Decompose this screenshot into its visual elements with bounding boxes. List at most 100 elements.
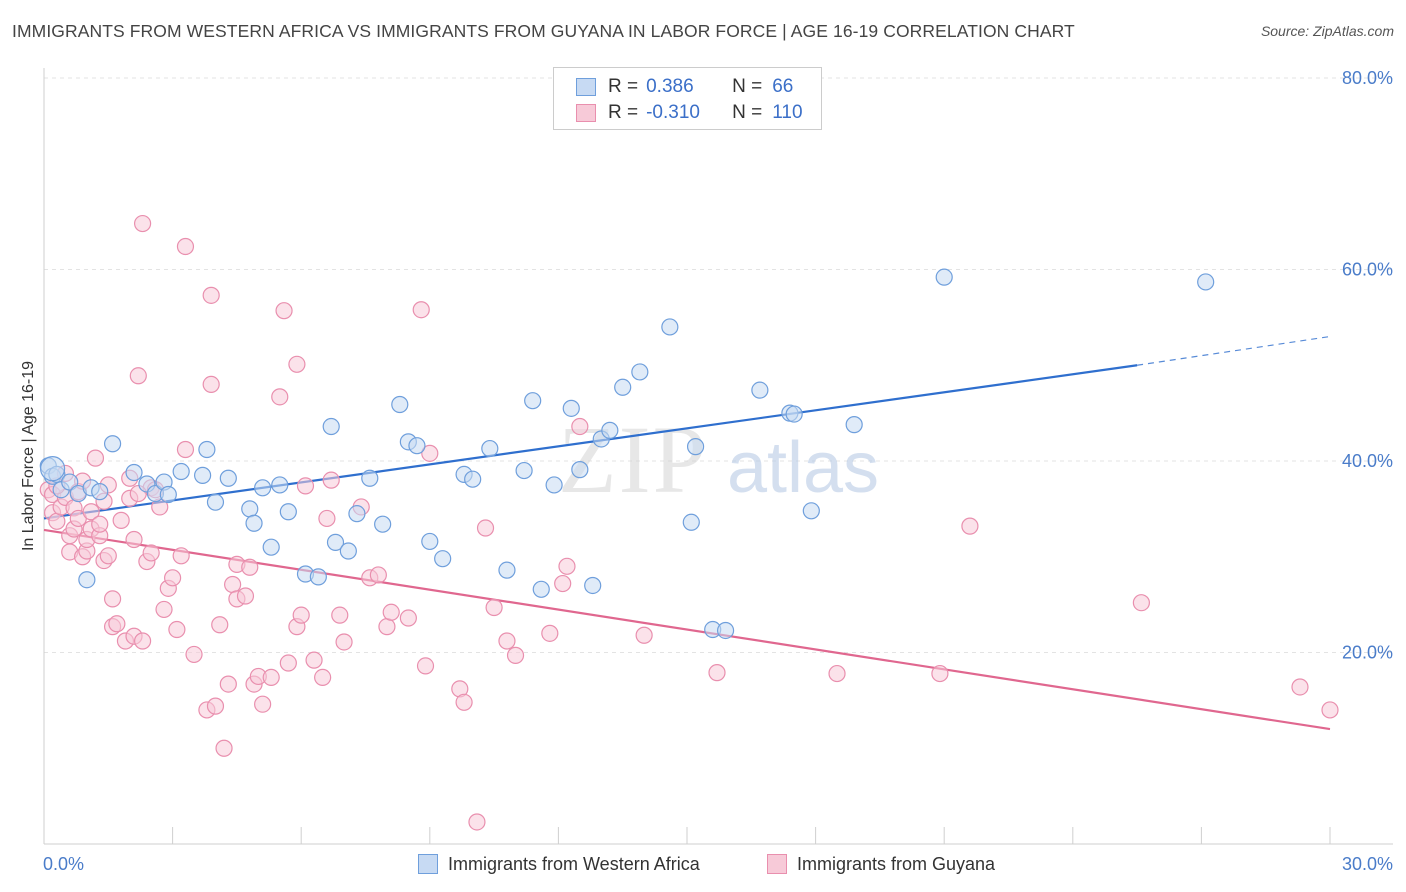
western-africa-point bbox=[125, 463, 143, 482]
guyana-point bbox=[241, 558, 259, 576]
chart-title: IMMIGRANTS FROM WESTERN AFRICA VS IMMIGR… bbox=[12, 21, 1075, 41]
western-africa-point bbox=[198, 440, 216, 459]
guyana-point bbox=[125, 530, 143, 549]
legend-n-value: 110 bbox=[772, 102, 803, 123]
western-africa-trend-line bbox=[43, 364, 1138, 520]
western-africa-point bbox=[262, 538, 280, 556]
y-axis-title: In Labor Force | Age 16-19 bbox=[20, 361, 37, 551]
western-africa-point bbox=[524, 392, 542, 410]
western-africa-point bbox=[374, 515, 392, 533]
legend-row-western-africa: R = 0.386 N = 66 bbox=[576, 74, 793, 100]
guyana-point bbox=[468, 813, 486, 831]
western-africa-point bbox=[172, 462, 190, 481]
western-africa-point bbox=[614, 378, 632, 396]
western-africa-point bbox=[802, 502, 820, 520]
western-africa-point bbox=[661, 318, 679, 336]
western-africa-point bbox=[103, 435, 122, 453]
western-africa-point bbox=[194, 466, 212, 484]
guyana-point bbox=[133, 214, 152, 233]
bottom-legend-swatch-blue bbox=[418, 854, 438, 874]
guyana-point bbox=[485, 598, 503, 617]
western-africa-point bbox=[601, 421, 619, 439]
legend-row-guyana: R = -0.310 N = 110 bbox=[576, 100, 803, 126]
legend-r-label: R = bbox=[608, 76, 639, 97]
western-africa-point bbox=[785, 405, 803, 423]
x-tick-label: 30.0% bbox=[1342, 854, 1393, 874]
guyana-point bbox=[206, 697, 225, 715]
western-africa-point bbox=[464, 470, 482, 488]
correlation-legend: R = 0.386 N = 66 R = -0.310 N = 110 bbox=[553, 67, 822, 130]
guyana-point bbox=[133, 632, 152, 650]
western-africa-point bbox=[682, 513, 700, 531]
guyana-point bbox=[961, 517, 979, 535]
watermark: ZIP atlas bbox=[558, 406, 879, 513]
western-africa-point bbox=[498, 561, 516, 579]
bottom-legend-label: Immigrants from Western Africa bbox=[448, 853, 700, 874]
guyana-point bbox=[176, 237, 195, 256]
western-africa-point bbox=[271, 476, 289, 494]
western-africa-point bbox=[562, 399, 580, 417]
western-africa-point bbox=[571, 461, 589, 479]
western-africa-point bbox=[339, 542, 357, 560]
western-africa-point bbox=[219, 469, 237, 487]
western-africa-point bbox=[322, 417, 340, 436]
guyana-point bbox=[506, 646, 525, 664]
guyana-point bbox=[275, 302, 293, 320]
guyana-point bbox=[176, 440, 195, 459]
guyana-point bbox=[262, 668, 280, 686]
guyana-point bbox=[331, 606, 349, 624]
western-africa-point bbox=[751, 381, 769, 399]
western-africa-point bbox=[361, 469, 379, 487]
western-africa-point bbox=[326, 533, 345, 551]
guyana-point bbox=[476, 519, 495, 537]
legend-n-label: N = bbox=[732, 76, 763, 97]
western-africa-point bbox=[309, 568, 327, 586]
guyana-point bbox=[554, 574, 572, 593]
guyana-point bbox=[86, 449, 105, 467]
guyana-point bbox=[421, 444, 439, 462]
guyana-point bbox=[635, 626, 653, 644]
legend-n-value: 66 bbox=[772, 76, 794, 97]
legend-swatch-blue bbox=[576, 78, 596, 96]
source-label: Source: ZipAtlas.com bbox=[1260, 23, 1394, 39]
guyana-point bbox=[322, 471, 340, 489]
guyana-point bbox=[296, 477, 315, 495]
guyana-point bbox=[129, 367, 147, 385]
axes bbox=[43, 68, 1393, 845]
guyana-point bbox=[164, 569, 182, 587]
legend-swatch-pink bbox=[576, 104, 596, 122]
western-africa-point bbox=[241, 500, 259, 518]
guyana-point bbox=[335, 633, 353, 651]
western-africa-point bbox=[61, 473, 79, 491]
guyana-point bbox=[236, 587, 255, 605]
guyana-point bbox=[305, 651, 323, 669]
western-africa-point bbox=[78, 571, 96, 589]
western-africa-point bbox=[515, 461, 533, 480]
watermark-atlas: atlas bbox=[727, 428, 879, 508]
x-tick-label: 0.0% bbox=[43, 854, 84, 874]
guyana-point bbox=[1291, 678, 1309, 696]
guyana-point bbox=[455, 693, 473, 711]
legend-n-label: N = bbox=[732, 102, 763, 123]
y-tick-label: 80.0% bbox=[1342, 68, 1393, 88]
western-africa-point bbox=[584, 576, 602, 595]
guyana-point bbox=[172, 547, 190, 565]
guyana-point bbox=[279, 654, 297, 672]
guyana-point bbox=[215, 739, 233, 757]
western-africa-point bbox=[254, 479, 272, 497]
western-africa-point bbox=[481, 439, 499, 458]
guyana-point bbox=[412, 301, 430, 319]
western-africa-point bbox=[631, 363, 649, 381]
western-africa-points bbox=[39, 268, 1215, 640]
western-africa-point bbox=[686, 438, 705, 456]
guyana-point bbox=[219, 675, 237, 693]
y-tick-label: 20.0% bbox=[1342, 643, 1393, 663]
guyana-point bbox=[382, 603, 400, 621]
guyana-point bbox=[202, 375, 220, 393]
western-africa-point bbox=[545, 476, 563, 494]
western-africa-point bbox=[1197, 273, 1215, 291]
bottom-legend-guyana: Immigrants from Guyana bbox=[767, 851, 995, 877]
guyana-point bbox=[271, 388, 289, 406]
western-africa-point bbox=[91, 483, 109, 501]
western-africa-point bbox=[845, 416, 863, 434]
